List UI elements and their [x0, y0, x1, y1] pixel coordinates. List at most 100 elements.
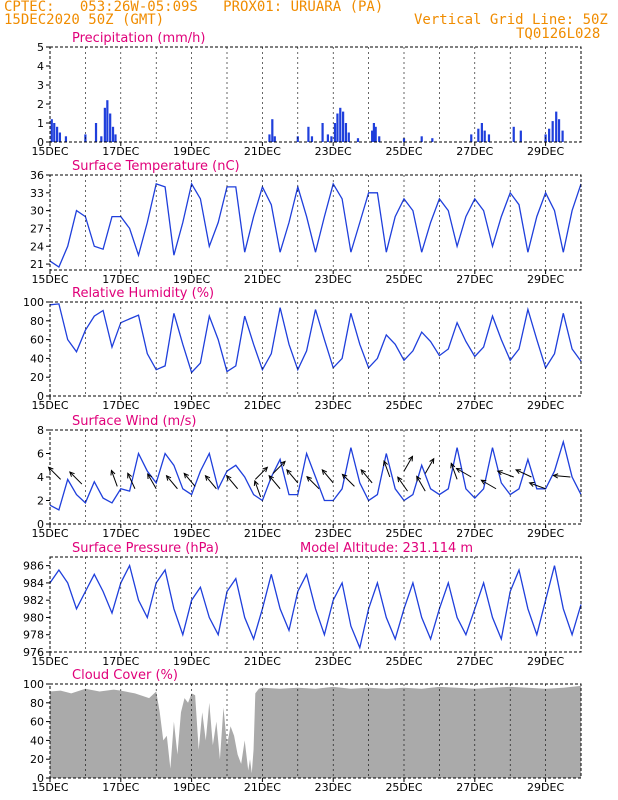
wind-arrow — [481, 479, 497, 490]
precip-bar — [106, 100, 109, 142]
humidity-title: Relative Humidity (%) — [72, 286, 214, 301]
wind-arrow — [515, 469, 532, 478]
x-tick-label: 17DEC — [102, 145, 139, 158]
wind-arrow-head — [321, 468, 328, 475]
precip-bar — [431, 138, 434, 142]
wind-arrow-head — [455, 467, 462, 473]
x-tick-label: 21DEC — [244, 145, 281, 158]
x-tick-label: 23DEC — [315, 655, 352, 668]
wind-arrow — [205, 475, 217, 490]
precip-bar — [342, 111, 345, 142]
wind-arrow-head — [480, 479, 487, 485]
cloud-cover-area — [50, 685, 581, 778]
precip-panel: 0 1 2 3 4 5 15DEC 17DEC 19DEC 21DEC 23DEC 25DEC 27DE… — [31, 31, 582, 158]
wind-arrow-head — [408, 455, 414, 462]
wind-arrow-head — [383, 459, 388, 467]
wind-arrow-head — [528, 481, 535, 487]
y-tick-label: 100 — [23, 678, 44, 691]
wind-arrow — [497, 470, 514, 478]
y-tick-label: 21 — [30, 258, 44, 271]
wind-arrow — [268, 475, 281, 490]
header-model-code: TQ0126L028 — [516, 26, 601, 42]
x-tick-label: 29DEC — [527, 781, 564, 794]
precip-bar — [103, 107, 106, 142]
wind-arrow — [110, 470, 118, 487]
x-tick-label: 29DEC — [527, 655, 564, 668]
wind-arrow-head — [165, 474, 172, 481]
wind-panel: 0 2 4 6 8 15DEC 17DEC 19DEC 21DEC 23DEC 25DEC 27DEC… — [31, 414, 582, 540]
y-tick-label: 4 — [37, 60, 44, 73]
precip-bar — [64, 136, 68, 142]
precip-bar — [551, 121, 554, 142]
pressure-series-line — [49, 563, 582, 650]
cloud-frame — [49, 683, 582, 779]
y-tick-label: 33 — [30, 187, 44, 200]
precip-bar — [100, 136, 103, 142]
temp-title: Surface Temperature (nC) — [72, 159, 240, 174]
x-tick-label: 15DEC — [31, 273, 68, 286]
x-tick-label: 19DEC — [173, 273, 210, 286]
wind-arrow — [397, 476, 408, 492]
y-tick-label: 80 — [30, 315, 44, 328]
wind-arrow — [360, 469, 373, 484]
wind-arrow-head — [341, 473, 348, 480]
wind-arrow-head — [514, 469, 522, 475]
x-tick-label: 21DEC — [244, 399, 281, 412]
x-tick-label: 23DEC — [315, 145, 352, 158]
x-tick-label: 17DEC — [102, 655, 139, 668]
pressure-title: Surface Pressure (hPa) — [72, 541, 219, 556]
wind-arrow-head — [47, 466, 54, 473]
wind-arrow — [166, 475, 178, 490]
precip-bar — [58, 132, 62, 142]
wind-arrow — [416, 476, 426, 492]
y-tick-label: 36 — [30, 169, 44, 182]
wind-arrow — [286, 469, 299, 484]
wind-arrow-head — [429, 457, 435, 464]
x-tick-label: 29DEC — [527, 145, 564, 158]
precip-bar — [326, 134, 329, 142]
x-tick-label: 27DEC — [456, 655, 493, 668]
y-tick-label: 2 — [37, 98, 44, 111]
precip-bar — [339, 107, 342, 142]
precip-bar — [470, 134, 473, 142]
precip-bar — [420, 136, 423, 142]
y-tick-label: 8 — [37, 424, 44, 437]
precip-bar — [111, 126, 115, 142]
y-tick-label: 24 — [30, 240, 44, 253]
wind-arrow-head — [147, 473, 153, 480]
wind-arrow-head — [268, 474, 274, 481]
wind-arrow-head — [397, 476, 403, 483]
wind-arrow-head — [110, 469, 116, 476]
precip-bar — [296, 136, 299, 142]
x-tick-label: 17DEC — [102, 527, 139, 540]
y-tick-label: 986 — [23, 560, 44, 573]
y-tick-label: 978 — [23, 629, 44, 642]
precip-bar — [374, 126, 377, 142]
y-tick-label: 0 — [37, 518, 44, 531]
wind-arrow — [48, 466, 61, 480]
wind-arrow-head — [69, 471, 75, 477]
y-tick-label: 80 — [30, 697, 44, 710]
x-tick-label: 19DEC — [173, 399, 210, 412]
wind-arrow-head — [496, 470, 503, 476]
precip-bar — [271, 119, 274, 142]
pressure-frame — [49, 556, 582, 653]
precip-bar — [273, 136, 276, 142]
x-tick-label: 15DEC — [31, 527, 68, 540]
precip-bar — [483, 130, 486, 142]
wind-arrow-head — [280, 460, 286, 467]
x-tick-label: 25DEC — [385, 527, 422, 540]
header-grid-note: Vertical Grid Line: 50Z — [414, 12, 608, 28]
precip-bar — [53, 123, 56, 142]
wind-arrow — [450, 463, 458, 480]
model-altitude-label: Model Altitude: 231.114 m — [300, 541, 473, 556]
x-tick-label: 17DEC — [102, 781, 139, 794]
humidity-series-line — [49, 303, 582, 374]
precip-bar — [55, 126, 59, 142]
wind-arrow — [272, 461, 286, 474]
y-tick-label: 0 — [37, 136, 44, 149]
y-tick-label: 980 — [23, 611, 44, 624]
wind-arrow — [456, 468, 472, 478]
y-tick-label: 20 — [30, 753, 44, 766]
